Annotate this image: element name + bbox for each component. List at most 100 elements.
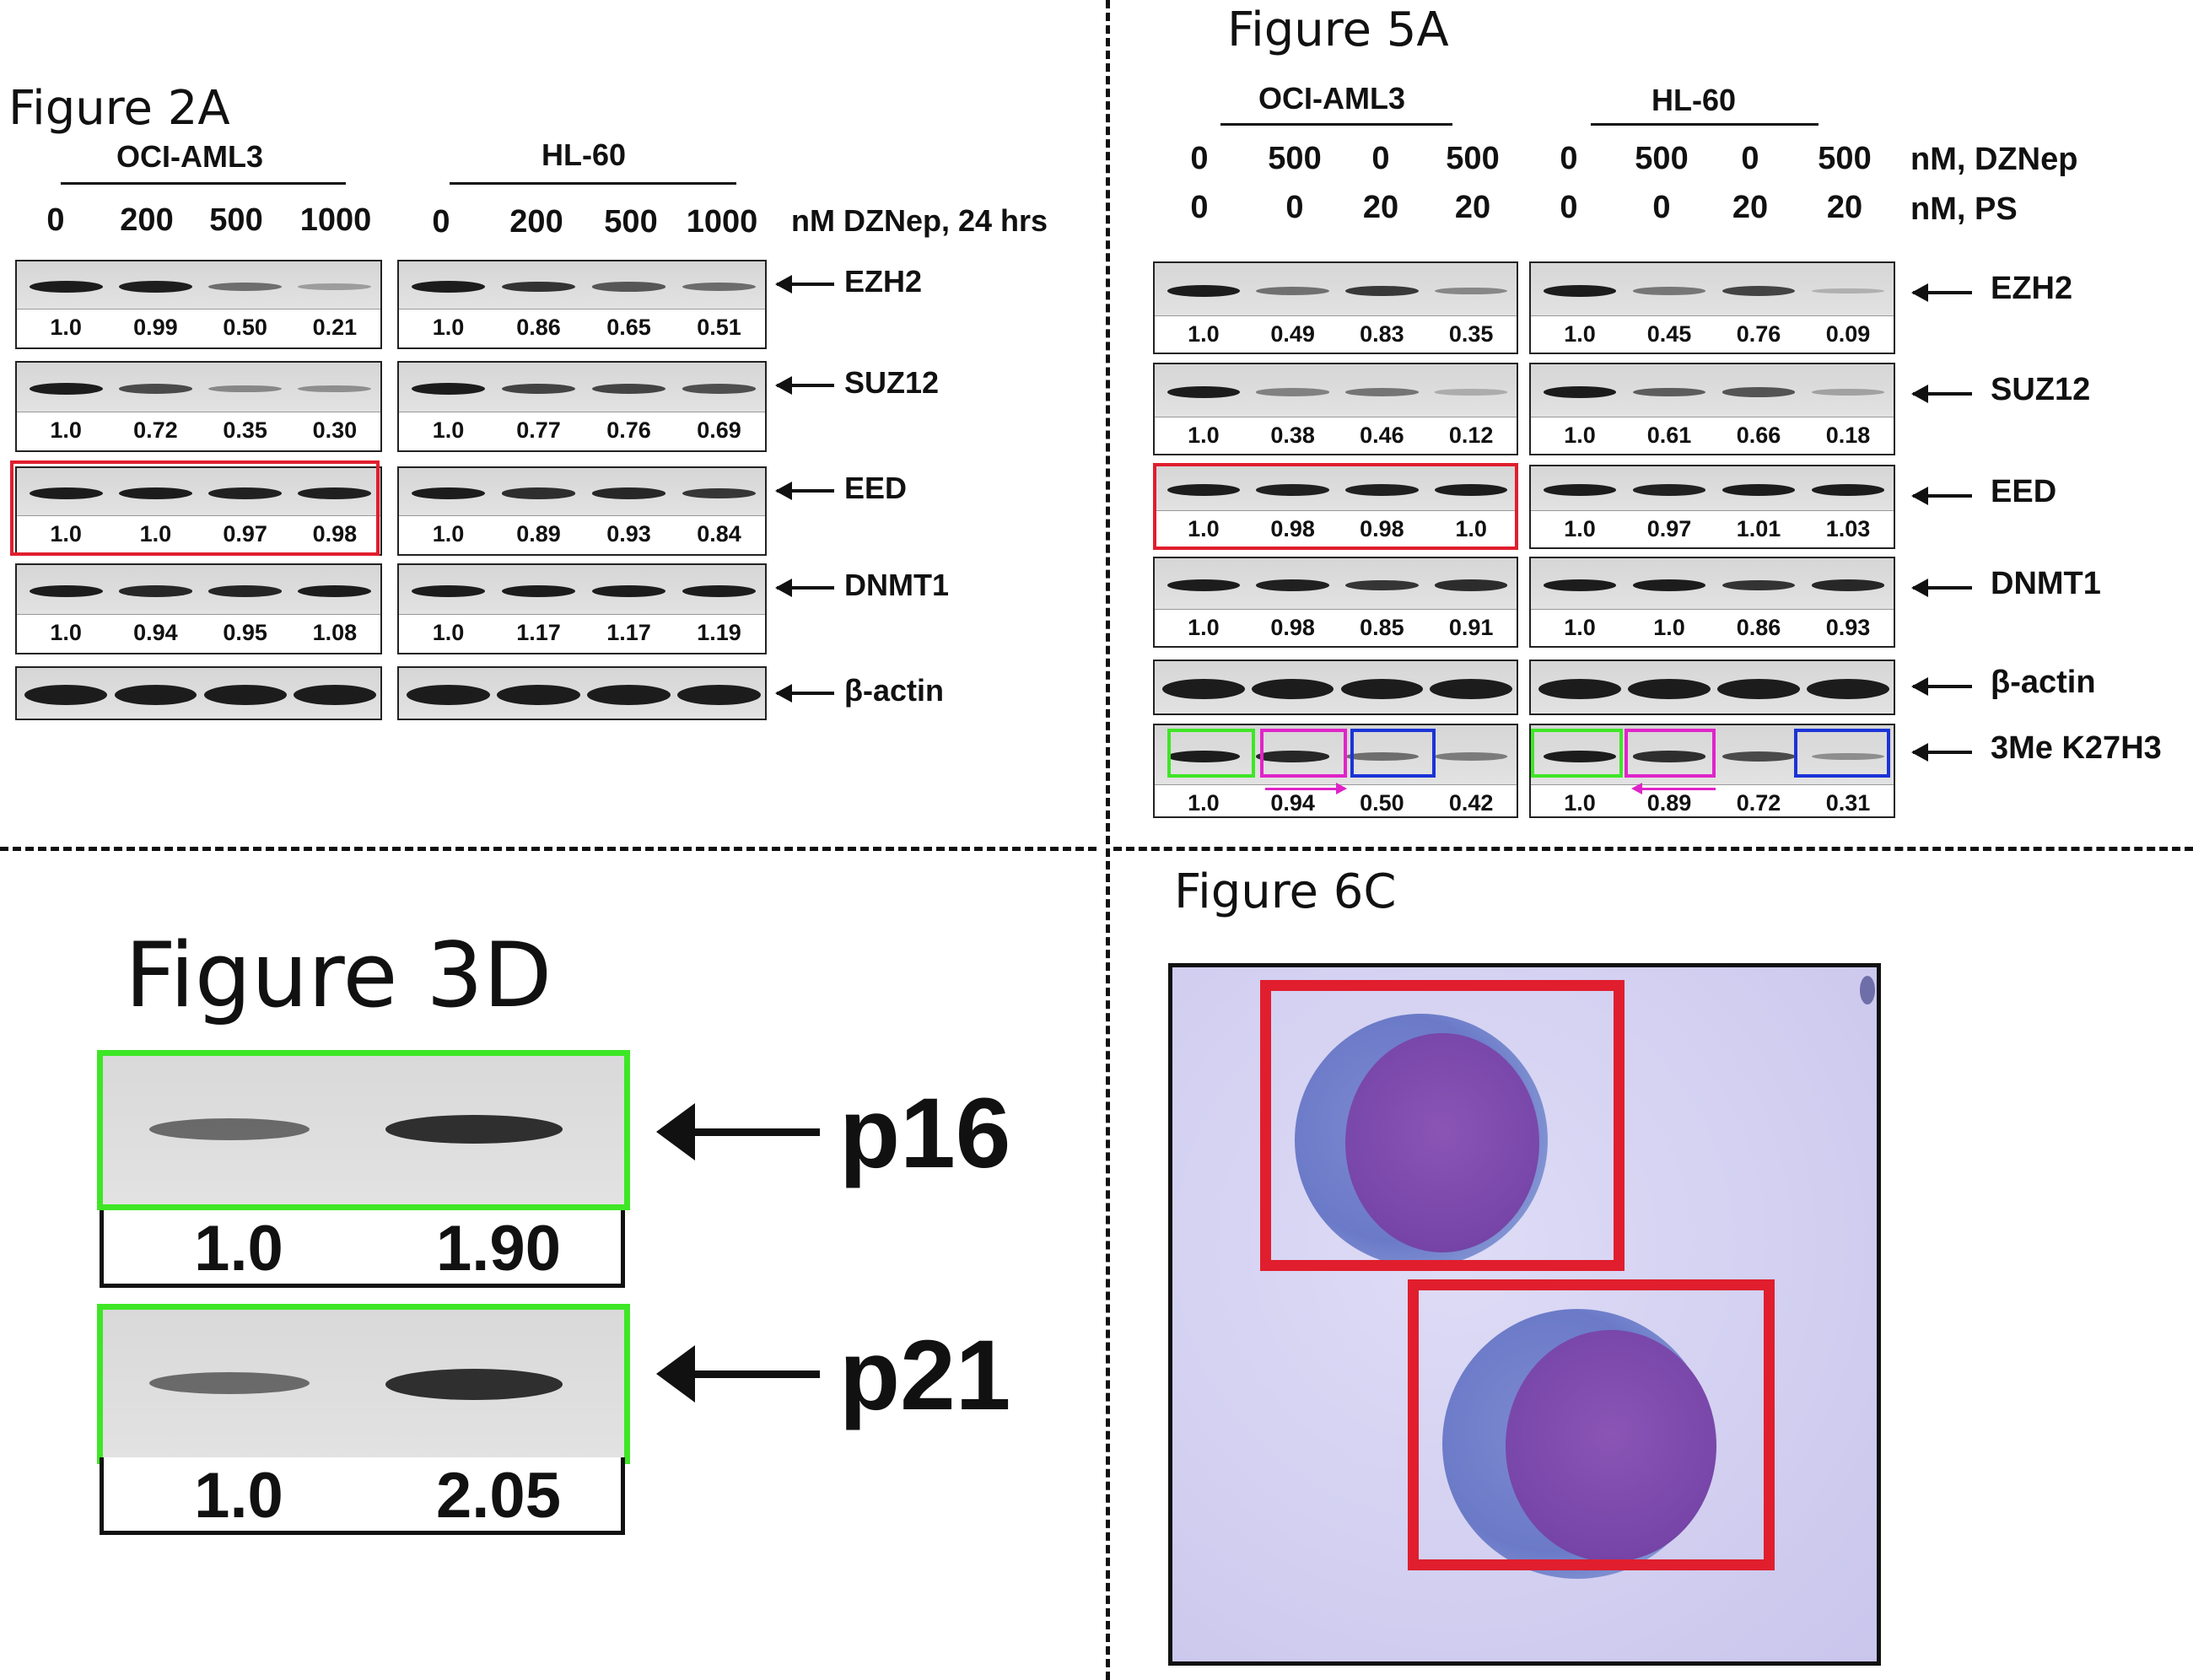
dose-label: 0 — [46, 202, 65, 238]
densitometry-value: 0.95 — [223, 620, 267, 645]
cell-2-nucleus — [1506, 1330, 1716, 1562]
arrow-icon — [775, 579, 834, 597]
blot-panel-hl-60: 1.0 0.45 0.76 0.09 — [1529, 261, 1895, 354]
blot-panel-hl-60 — [1529, 660, 1895, 715]
densitometry-values: 1.0 0.89 0.72 0.31 — [1531, 784, 1894, 816]
band — [1543, 484, 1617, 496]
protein-label: SUZ12 — [844, 364, 940, 400]
dose-label: 0 — [432, 204, 450, 240]
densitometry-value: 1.0 — [1188, 423, 1220, 448]
densitometry-value: 0.98 — [1270, 615, 1315, 640]
protein-label: p21 — [839, 1320, 1011, 1431]
densitometry-value: 0.91 — [1448, 615, 1494, 640]
densitometry-value: 0.83 — [1360, 321, 1404, 347]
densitometry-value: 0.46 — [1360, 423, 1404, 448]
dose-label: 1000 — [299, 202, 372, 238]
densitometry-value: 1.0 — [1188, 615, 1220, 640]
densitometry-value: 1.0 — [194, 1213, 283, 1284]
debris-speck — [1860, 976, 1875, 1004]
ps-dose-label: 0 — [1285, 190, 1304, 225]
densitometry-value: 0.94 — [133, 620, 178, 645]
blot-panel-hl-60: 1.0 0.77 0.76 0.69 — [397, 361, 767, 452]
densitometry-value: 0.09 — [1825, 321, 1871, 347]
densitometry-value: 0.93 — [1825, 615, 1871, 640]
band — [1256, 484, 1329, 496]
densitometry-value: 1.17 — [606, 620, 651, 645]
band — [118, 585, 192, 597]
ps-unit-label: nM, PS — [1910, 191, 2018, 227]
arrow-icon — [1911, 579, 1972, 597]
blot-band-area — [399, 468, 765, 519]
ps-dose-label: 20 — [1362, 190, 1399, 225]
blot-band-area — [17, 468, 380, 519]
densitometry-value: 0.66 — [1736, 423, 1781, 448]
band — [1434, 389, 1508, 396]
densitometry-value: 1.90 — [436, 1213, 561, 1284]
arrow-icon — [1911, 677, 1972, 696]
blot-panel-hl-60: 1.0 0.86 0.65 0.51 — [397, 260, 767, 349]
band — [407, 685, 490, 705]
band — [1722, 285, 1796, 297]
dznep-dose-label: 500 — [1268, 141, 1322, 176]
densitometry-value: 1.0 — [50, 417, 82, 443]
band — [1434, 484, 1508, 496]
ps-dose-label: 20 — [1826, 190, 1863, 225]
densitometry-value: 1.0 — [432, 315, 465, 340]
band — [24, 685, 107, 705]
band — [1632, 579, 1706, 591]
densitometry-value: 2.05 — [436, 1460, 561, 1532]
band — [1340, 679, 1423, 699]
arrow-icon — [1911, 487, 1972, 505]
band — [497, 685, 580, 705]
band — [1256, 286, 1329, 296]
densitometry-value: 1.17 — [516, 620, 561, 645]
protein-label: β-actin — [844, 672, 944, 708]
blot-panel-hl-60: 1.0 1.17 1.17 1.19 — [397, 563, 767, 654]
lane-box-magenta — [1260, 729, 1347, 778]
dznep-dose-label: 500 — [1818, 141, 1872, 176]
dose-label: 500 — [209, 202, 263, 238]
group-underline — [450, 182, 736, 185]
band — [1167, 751, 1241, 762]
band — [682, 487, 757, 499]
band — [29, 281, 103, 293]
densitometry-value: 0.65 — [606, 315, 651, 340]
densitometry-value: 1.0 — [432, 521, 465, 547]
densitometry-value: 1.0 — [1188, 321, 1220, 347]
band — [385, 1115, 563, 1144]
figure-6c-title: Figure 6C — [1174, 864, 1397, 919]
band — [1345, 579, 1419, 591]
densitometry-value: 0.72 — [1736, 790, 1781, 816]
densitometry-value: 0.89 — [1646, 790, 1692, 816]
arrowhead-icon — [1631, 783, 1642, 794]
densitometry-value: 0.98 — [312, 521, 358, 547]
band — [591, 487, 666, 499]
densitometry-value: 1.0 — [1564, 321, 1596, 347]
band — [114, 685, 197, 705]
ps-dose-label: 0 — [1560, 190, 1578, 225]
arrow-icon — [1911, 283, 1972, 302]
densitometry-value: 1.0 — [139, 521, 172, 547]
densitometry-value: 1.03 — [1825, 516, 1871, 541]
blot-band-area — [399, 261, 765, 312]
lane-box-magenta — [1625, 729, 1716, 778]
lane-box-blue — [1794, 729, 1890, 778]
band — [1167, 386, 1241, 398]
blot-panel-oci-aml3: 1.0 0.99 0.50 0.21 — [15, 260, 382, 349]
densitometry-values: 1.0 0.61 0.66 0.18 — [1531, 417, 1894, 454]
densitometry-value: 0.97 — [1646, 516, 1692, 541]
band — [1345, 751, 1419, 762]
band — [1543, 386, 1617, 398]
band — [208, 282, 283, 292]
densitometry-value: 1.0 — [50, 315, 82, 340]
band — [1722, 484, 1796, 496]
densitometry-values: 1.0 0.49 0.83 0.35 — [1155, 315, 1517, 353]
densitometry-values: 1.0 1.17 1.17 1.19 — [399, 614, 765, 653]
densitometry-value: 1.0 — [1564, 790, 1596, 816]
arrow-icon — [1911, 743, 1972, 762]
densitometry-value: 0.98 — [1270, 516, 1315, 541]
band — [501, 487, 576, 499]
arrow-icon — [685, 1128, 820, 1136]
densitometry-value: 1.19 — [697, 620, 741, 645]
figure-2a-title: Figure 2A — [8, 81, 230, 136]
